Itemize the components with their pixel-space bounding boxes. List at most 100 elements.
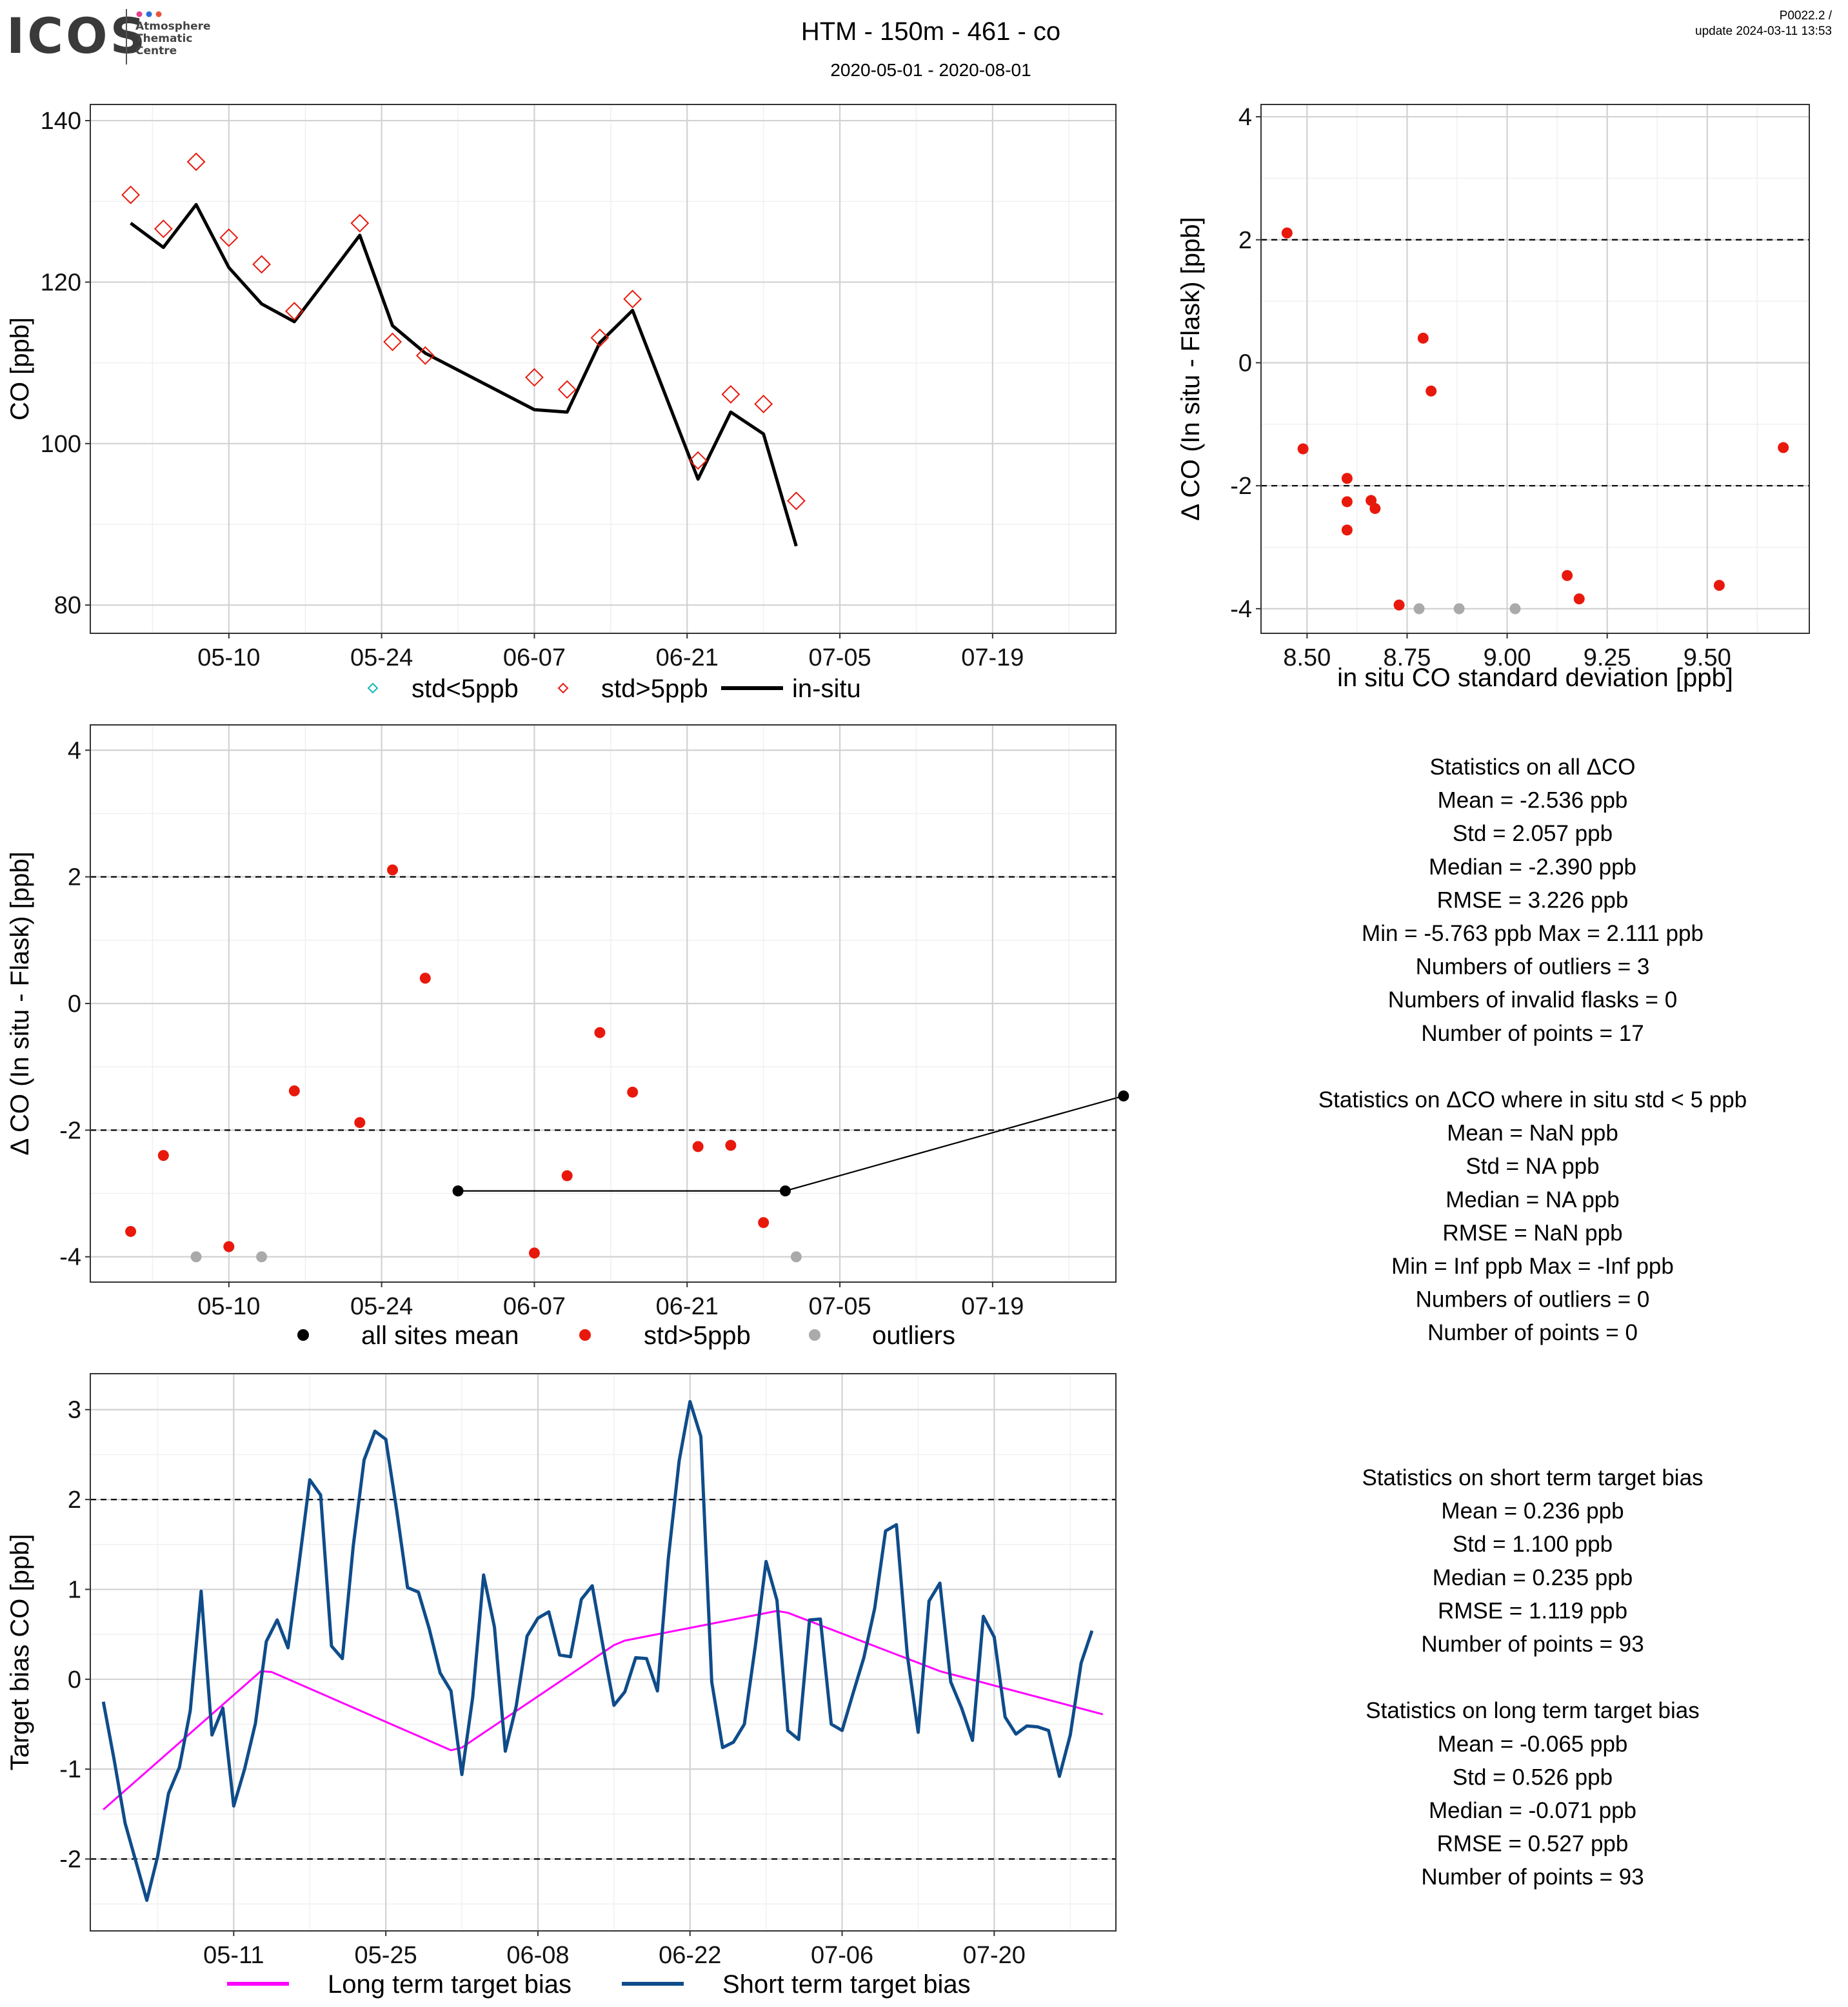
data-point — [288, 1085, 300, 1096]
plot-border — [1260, 104, 1810, 634]
plot-border — [90, 724, 1117, 1283]
y-tick-label: -4 — [59, 1244, 81, 1271]
stat-line: Number of points = 93 — [1421, 1632, 1644, 1657]
y-axis-label: CO [ppb] — [6, 317, 34, 420]
stat-line: Statistics on short term target bias — [1362, 1465, 1703, 1490]
y-tick-label: -2 — [1230, 473, 1252, 500]
x-tick-label: 8.75 — [1383, 644, 1431, 671]
data-point — [1281, 227, 1293, 239]
x-tick-label: 06-22 — [659, 1942, 721, 1969]
stat-line: Statistics on long term target bias — [1366, 1698, 1699, 1723]
stat-line: RMSE = 0.527 ppb — [1437, 1832, 1629, 1857]
data-point — [223, 1241, 235, 1252]
logo-dot-1 — [136, 11, 143, 17]
legend-label-outliers: outliers — [872, 1321, 955, 1350]
data-point — [758, 1217, 770, 1229]
data-point-diamond — [383, 332, 402, 351]
legend-label-short-term: Short term target bias — [722, 1970, 971, 1999]
y-tick-label: 0 — [1238, 350, 1252, 377]
legend-target-bias: Long term target bias Short term target b… — [227, 1970, 971, 1999]
x-tick-label: 05-11 — [203, 1942, 264, 1969]
data-point — [1713, 580, 1725, 591]
data-point — [452, 1185, 464, 1197]
data-point-diamond — [557, 380, 577, 399]
x-tick-label: 06-07 — [503, 1293, 566, 1320]
y-tick-label: 3 — [68, 1397, 81, 1424]
data-point — [1341, 496, 1353, 508]
y-axis-label: Δ CO (In situ - Flask) [ppb] — [1177, 217, 1205, 520]
stat-line: Min = -5.763 ppb Max = 2.111 ppb — [1362, 921, 1704, 946]
data-point — [1573, 593, 1585, 605]
data-point — [790, 1251, 802, 1263]
x-tick-label: 07-05 — [808, 644, 871, 671]
plot-border — [90, 104, 1117, 634]
stat-line: Numbers of outliers = 3 — [1416, 954, 1650, 980]
x-tick-label: 8.50 — [1283, 644, 1331, 671]
data-point-diamond — [154, 219, 173, 239]
x-tick-label: 05-25 — [355, 1942, 417, 1969]
data-point — [354, 1117, 366, 1129]
data-point — [1297, 443, 1309, 455]
logo-sub-line-3: Centre — [135, 44, 177, 57]
data-point — [1413, 603, 1425, 615]
data-point — [419, 973, 431, 984]
x-tick-label: 05-24 — [350, 1293, 413, 1320]
legend-delta-timeseries: all sites mean std>5ppb outliers — [297, 1321, 955, 1350]
y-tick-label: -1 — [59, 1756, 81, 1783]
data-point — [779, 1185, 791, 1197]
stat-line: RMSE = 1.119 ppb — [1438, 1598, 1627, 1623]
plot-border — [90, 1373, 1117, 1932]
x-tick-label: 06-07 — [503, 644, 566, 671]
data-point-diamond — [721, 385, 740, 404]
logo-dot-3 — [155, 11, 162, 17]
data-point — [1341, 524, 1353, 536]
stat-line: Std = 2.057 ppb — [1453, 821, 1613, 846]
chart-delta-timeseries: 05-10 05-24 06-07 06-21 07-05 07-19 -4 -2 0 2 4 Δ C… — [6, 724, 1129, 1350]
y-tick-label: 4 — [68, 737, 81, 764]
data-point-diamond — [590, 328, 610, 348]
x-tick-label: 9.00 — [1484, 644, 1531, 671]
data-point-diamond — [415, 346, 435, 365]
data-point — [256, 1251, 268, 1263]
stat-line: Mean = -2.536 ppb — [1438, 788, 1628, 813]
x-tick-label: 07-05 — [808, 1293, 871, 1320]
charts: 05-10 05-24 06-07 06-21 07-05 07-198010012014… — [6, 104, 1810, 1999]
plot-background — [1261, 104, 1809, 633]
stat-line: Numbers of invalid flasks = 0 — [1388, 987, 1677, 1013]
data-point-diamond — [252, 255, 271, 274]
x-tick-label: 05-10 — [197, 644, 260, 671]
data-point-diamond — [623, 290, 642, 309]
stat-line: Std = 0.526 ppb — [1453, 1765, 1613, 1790]
stats-block-target-bias: Statistics on short term target bias Mean… — [1362, 1465, 1703, 1890]
data-point-diamond — [525, 368, 544, 387]
y-tick-label: 0 — [68, 1666, 81, 1694]
logo-wordmark: ICOS — [6, 7, 148, 64]
legend-label-in-situ: in-situ — [792, 675, 861, 703]
stat-line: Median = -0.071 ppb — [1429, 1798, 1636, 1823]
page-subtitle: 2020-05-01 - 2020-08-01 — [830, 60, 1031, 80]
y-axis-label: Δ CO (In situ - Flask) [ppb] — [6, 851, 34, 1155]
legend-label-long-term: Long term target bias — [328, 1970, 571, 1999]
legend-label-std-gt-5: std>5ppb — [601, 675, 708, 703]
stat-line: Min = Inf ppb Max = -Inf ppb — [1391, 1254, 1674, 1279]
version-label: P0022.2 / — [1780, 9, 1833, 23]
plot-background — [90, 104, 1116, 633]
data-point — [1118, 1090, 1129, 1102]
legend-label-std-gt-5: std>5ppb — [644, 1321, 751, 1350]
x-tick-label: 07-20 — [963, 1942, 1026, 1969]
data-point — [157, 1150, 169, 1162]
legend-key-std-lt-5 — [367, 682, 379, 694]
data-point-diamond — [186, 152, 206, 172]
x-tick-label: 06-21 — [656, 644, 719, 671]
data-point — [1417, 332, 1429, 344]
data-point — [1562, 569, 1573, 581]
x-axis-label: in situ CO standard deviation [ppb] — [1337, 664, 1733, 692]
data-point — [594, 1027, 606, 1038]
data-point — [1509, 603, 1521, 615]
y-tick-label: 2 — [1238, 227, 1252, 254]
legend-key-std-gt-5 — [579, 1329, 591, 1341]
x-tick-label: 05-10 — [197, 1293, 260, 1320]
data-point-diamond — [754, 395, 773, 413]
logo-sub-line-1: Atmosphere — [135, 20, 211, 33]
